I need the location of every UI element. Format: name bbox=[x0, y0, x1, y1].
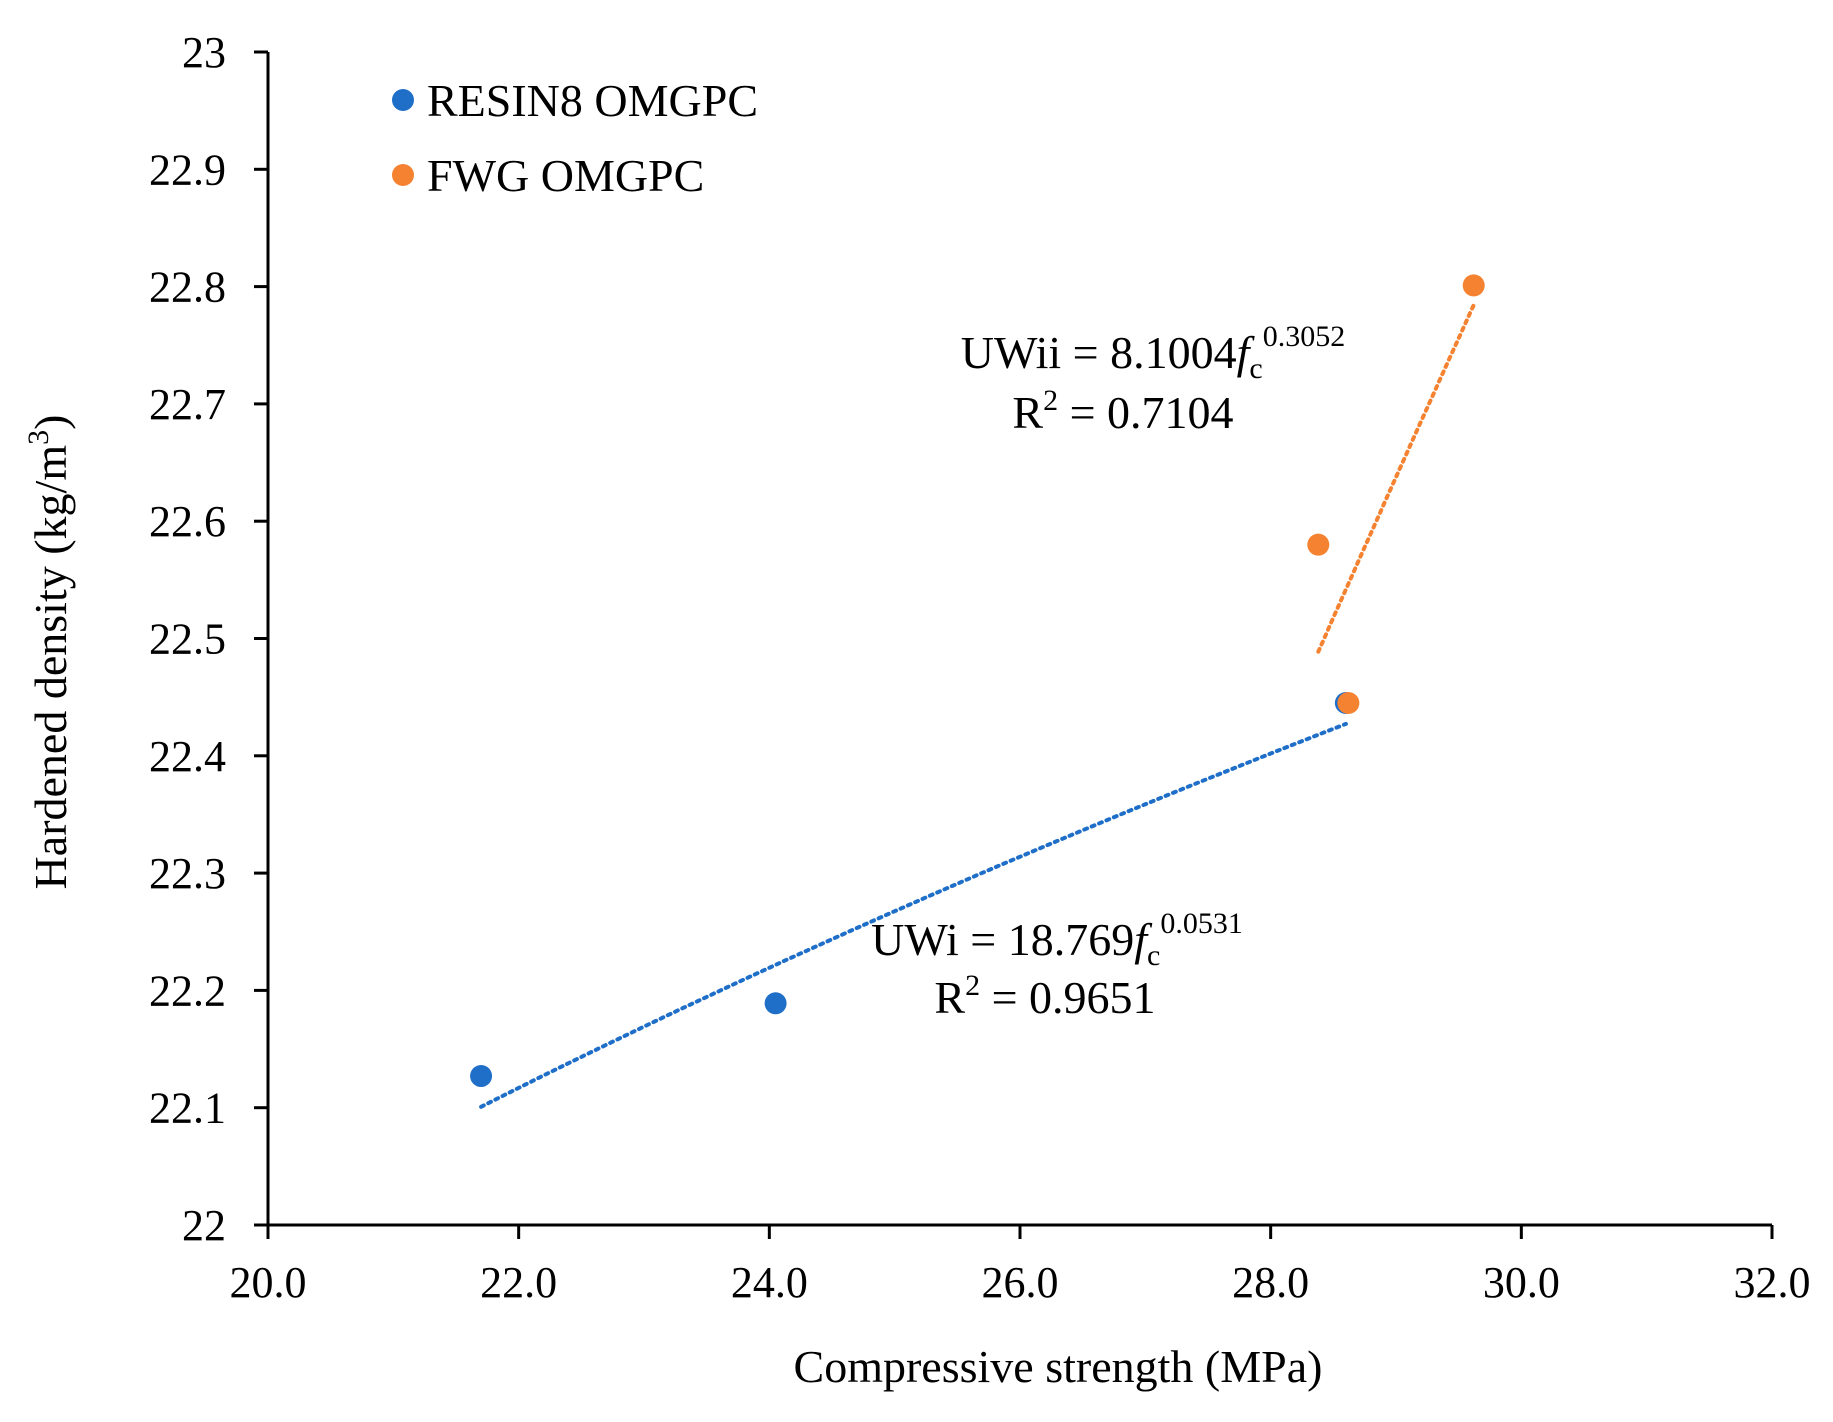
x-tick-label: 24.0 bbox=[731, 1258, 808, 1307]
y-tick-label: 22.2 bbox=[149, 966, 226, 1015]
y-axis-title-text: Hardened density (kg/m bbox=[25, 445, 76, 890]
y-tick-label: 22.8 bbox=[149, 263, 226, 312]
data-point-series-1 bbox=[1307, 533, 1330, 556]
y-tick-label: 22.7 bbox=[149, 380, 226, 429]
trendline-series-0 bbox=[479, 721, 1348, 1109]
x-tick-label: 22.0 bbox=[480, 1258, 557, 1307]
data-points bbox=[470, 274, 1485, 1088]
y-tick-label: 23 bbox=[182, 28, 226, 77]
y-axis-title-close: ) bbox=[25, 415, 76, 430]
equation-lhs: UWii = 8.1004 bbox=[961, 327, 1237, 378]
equation-subscript: c bbox=[1147, 939, 1160, 972]
equation-subscript: c bbox=[1249, 352, 1262, 385]
trendline-series-1 bbox=[1316, 303, 1476, 654]
data-point-series-1 bbox=[1337, 692, 1360, 715]
r-squared-label: R2 = 0.7104 bbox=[1012, 384, 1233, 438]
axes: 20.0 22.0 24.0 26.0 28.0 30.0 32.02222.122.222… bbox=[149, 28, 1811, 1307]
legend-marker bbox=[392, 89, 414, 111]
r-squared-sup: 2 bbox=[965, 969, 980, 1002]
y-tick-label: 22.1 bbox=[149, 1084, 226, 1133]
x-tick-label: 28.0 bbox=[1232, 1258, 1309, 1307]
r-squared-value: = 0.7104 bbox=[1058, 387, 1233, 438]
y-axis-title-sup: 3 bbox=[22, 430, 55, 445]
y-tick-label: 22.6 bbox=[149, 497, 226, 546]
trendline-equation: UWii = 8.1004fc0.3052 bbox=[961, 320, 1345, 385]
equation-lhs: UWi = 18.769 bbox=[871, 914, 1134, 965]
legend-marker bbox=[392, 164, 414, 186]
y-tick-label: 22.5 bbox=[149, 615, 226, 664]
r-squared-label: R2 = 0.9651 bbox=[934, 969, 1155, 1023]
x-tick-label: 26.0 bbox=[982, 1258, 1059, 1307]
y-tick-label: 22.9 bbox=[149, 145, 226, 194]
y-tick-label: 22.4 bbox=[149, 732, 226, 781]
r-squared-value: = 0.9651 bbox=[980, 972, 1155, 1023]
r-squared-symbol: R bbox=[1012, 387, 1043, 438]
x-tick-label: 30.0 bbox=[1483, 1258, 1560, 1307]
x-tick-label: 32.0 bbox=[1734, 1258, 1811, 1307]
x-axis-title: Compressive strength (MPa) bbox=[794, 1341, 1323, 1392]
data-point-series-0 bbox=[470, 1065, 493, 1088]
r-squared-symbol: R bbox=[934, 972, 965, 1023]
equation-exponent: 0.0531 bbox=[1160, 907, 1243, 940]
x-tick-label: 20.0 bbox=[230, 1258, 307, 1307]
r-squared-sup: 2 bbox=[1043, 384, 1058, 417]
legend-label: FWG OMGPC bbox=[427, 150, 704, 201]
data-point-series-0 bbox=[764, 992, 787, 1015]
legend: RESIN8 OMGPC FWG OMGPC bbox=[392, 75, 758, 201]
y-tick-label: 22.3 bbox=[149, 849, 226, 898]
y-tick-label: 22 bbox=[182, 1201, 226, 1250]
trendlines bbox=[479, 303, 1476, 1109]
y-axis-title: Hardened density (kg/m3) bbox=[22, 415, 76, 890]
equation-exponent: 0.3052 bbox=[1263, 320, 1346, 353]
trendline-equation: UWi = 18.769fc0.0531 bbox=[871, 907, 1243, 972]
data-point-series-1 bbox=[1462, 274, 1485, 297]
legend-label: RESIN8 OMGPC bbox=[427, 75, 758, 126]
